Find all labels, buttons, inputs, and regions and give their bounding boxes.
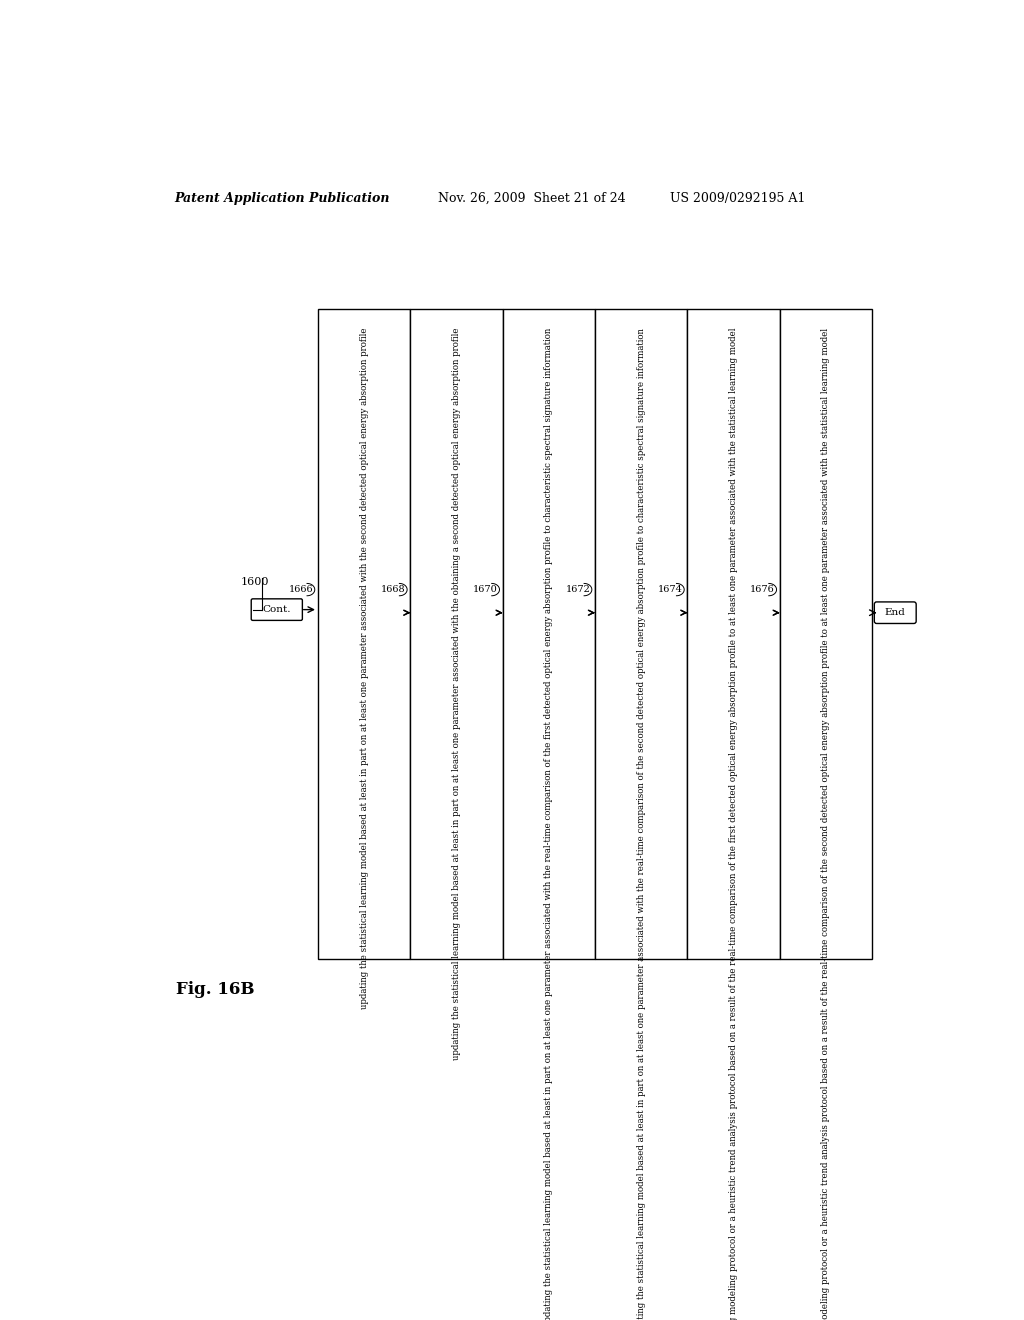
Text: Cont.: Cont. xyxy=(262,605,291,614)
Text: End: End xyxy=(885,609,905,618)
Bar xyxy=(687,309,779,960)
Bar xyxy=(411,309,503,960)
Text: Fig. 16B: Fig. 16B xyxy=(176,982,255,998)
Text: 1600: 1600 xyxy=(241,577,269,587)
Text: US 2009/0292195 A1: US 2009/0292195 A1 xyxy=(671,191,806,205)
Text: 1674: 1674 xyxy=(657,585,683,594)
Text: 1668: 1668 xyxy=(381,585,406,594)
Bar xyxy=(317,309,411,960)
Text: 1672: 1672 xyxy=(565,585,590,594)
Text: Nov. 26, 2009  Sheet 21 of 24: Nov. 26, 2009 Sheet 21 of 24 xyxy=(438,191,626,205)
Text: updating the statistical learning model based at least in part on at least one p: updating the statistical learning model … xyxy=(545,327,553,1320)
FancyBboxPatch shape xyxy=(874,602,916,623)
Text: Patent Application Publication: Patent Application Publication xyxy=(174,191,390,205)
Text: activating at least one of a statistical leaning modeling protocol or a heuristi: activating at least one of a statistical… xyxy=(821,327,830,1320)
Text: 1670: 1670 xyxy=(473,585,498,594)
Text: updating the statistical learning model based at least in part on at least one p: updating the statistical learning model … xyxy=(637,327,645,1320)
Text: updating the statistical learning model based at least in part on at least one p: updating the statistical learning model … xyxy=(452,327,461,1060)
Text: activating at least one of a statistical leaning modeling protocol or a heuristi: activating at least one of a statistical… xyxy=(729,327,738,1320)
Bar xyxy=(779,309,872,960)
Bar xyxy=(503,309,595,960)
FancyBboxPatch shape xyxy=(251,599,302,620)
Text: 1676: 1676 xyxy=(751,585,775,594)
Text: 1666: 1666 xyxy=(289,585,313,594)
Bar xyxy=(595,309,687,960)
Text: updating the statistical learning model based at least in part on at least one p: updating the statistical learning model … xyxy=(359,327,369,1010)
